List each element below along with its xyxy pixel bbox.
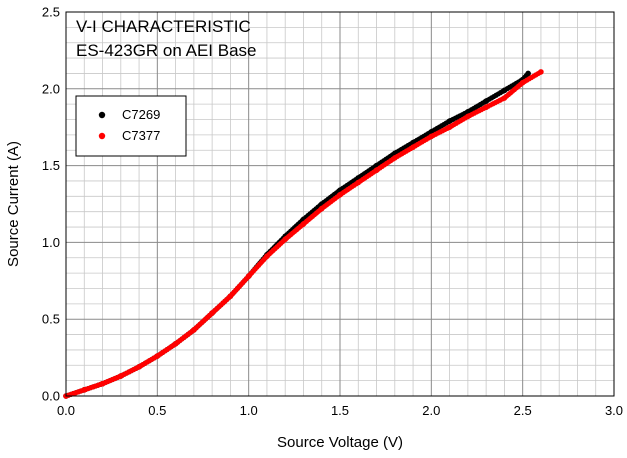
data-point [465, 113, 471, 120]
y-tick-label: 1.0 [42, 235, 60, 250]
data-point [318, 205, 325, 212]
x-tick-label: 1.0 [240, 403, 258, 418]
data-point [81, 387, 88, 393]
data-point [99, 380, 106, 387]
data-point [227, 293, 234, 299]
y-tick-label: 1.5 [42, 158, 60, 173]
data-point [191, 327, 197, 333]
data-point [501, 95, 508, 101]
data-point [245, 273, 252, 279]
x-tick-label: 1.5 [331, 403, 349, 418]
data-point [410, 144, 416, 150]
legend-box [75, 95, 187, 157]
plot-frame [65, 11, 615, 397]
data-point [525, 70, 531, 77]
data-point [483, 98, 489, 104]
x-tick-label: 0.5 [148, 403, 166, 418]
data-point [300, 221, 307, 227]
data-point [519, 79, 526, 86]
y-tick-label: 2.5 [42, 5, 60, 20]
data-point [136, 364, 142, 370]
data-point [373, 167, 380, 174]
data-point [392, 155, 398, 161]
data-point [172, 340, 179, 347]
data-point [538, 69, 544, 75]
data-point [428, 133, 435, 140]
legend-marker-c7269 [98, 111, 106, 119]
y-axis: 0.0 0.5 1.0 1.5 2.0 2.5 [42, 5, 60, 404]
data-point [446, 124, 453, 130]
data-point [483, 104, 489, 111]
x-tick-label: 2.0 [422, 403, 440, 418]
legend: C7269 C7377 [75, 95, 187, 157]
data-point [118, 373, 124, 379]
legend-marker-c7377 [98, 132, 106, 140]
chart-title-line-1: V-I CHARACTERISTIC [76, 17, 251, 36]
data-point [501, 87, 508, 94]
x-axis-title: Source Voltage (V) [277, 434, 403, 451]
data-point [264, 253, 270, 260]
series-layer [63, 69, 544, 399]
data-point [446, 118, 453, 124]
y-tick-label: 0.0 [42, 389, 60, 404]
series-c7377 [63, 69, 544, 399]
data-point [282, 236, 289, 243]
x-axis: 0.0 0.5 1.0 1.5 2.0 2.5 3.0 [57, 403, 623, 418]
y-tick-label: 0.5 [42, 312, 60, 327]
legend-label-c7377: C7377 [122, 128, 160, 143]
x-tick-label: 2.5 [514, 403, 532, 418]
data-point [209, 310, 215, 316]
x-tick-label: 0.0 [57, 403, 75, 418]
chart-title-line-2: ES-423GR on AEI Base [76, 41, 257, 60]
y-axis-title: Source Current (A) [5, 141, 22, 267]
data-point [154, 353, 161, 359]
data-point [355, 179, 362, 186]
data-point [337, 191, 343, 198]
y-tick-label: 2.0 [42, 81, 60, 96]
legend-label-c7269: C7269 [122, 107, 160, 122]
x-tick-label: 3.0 [605, 403, 623, 418]
